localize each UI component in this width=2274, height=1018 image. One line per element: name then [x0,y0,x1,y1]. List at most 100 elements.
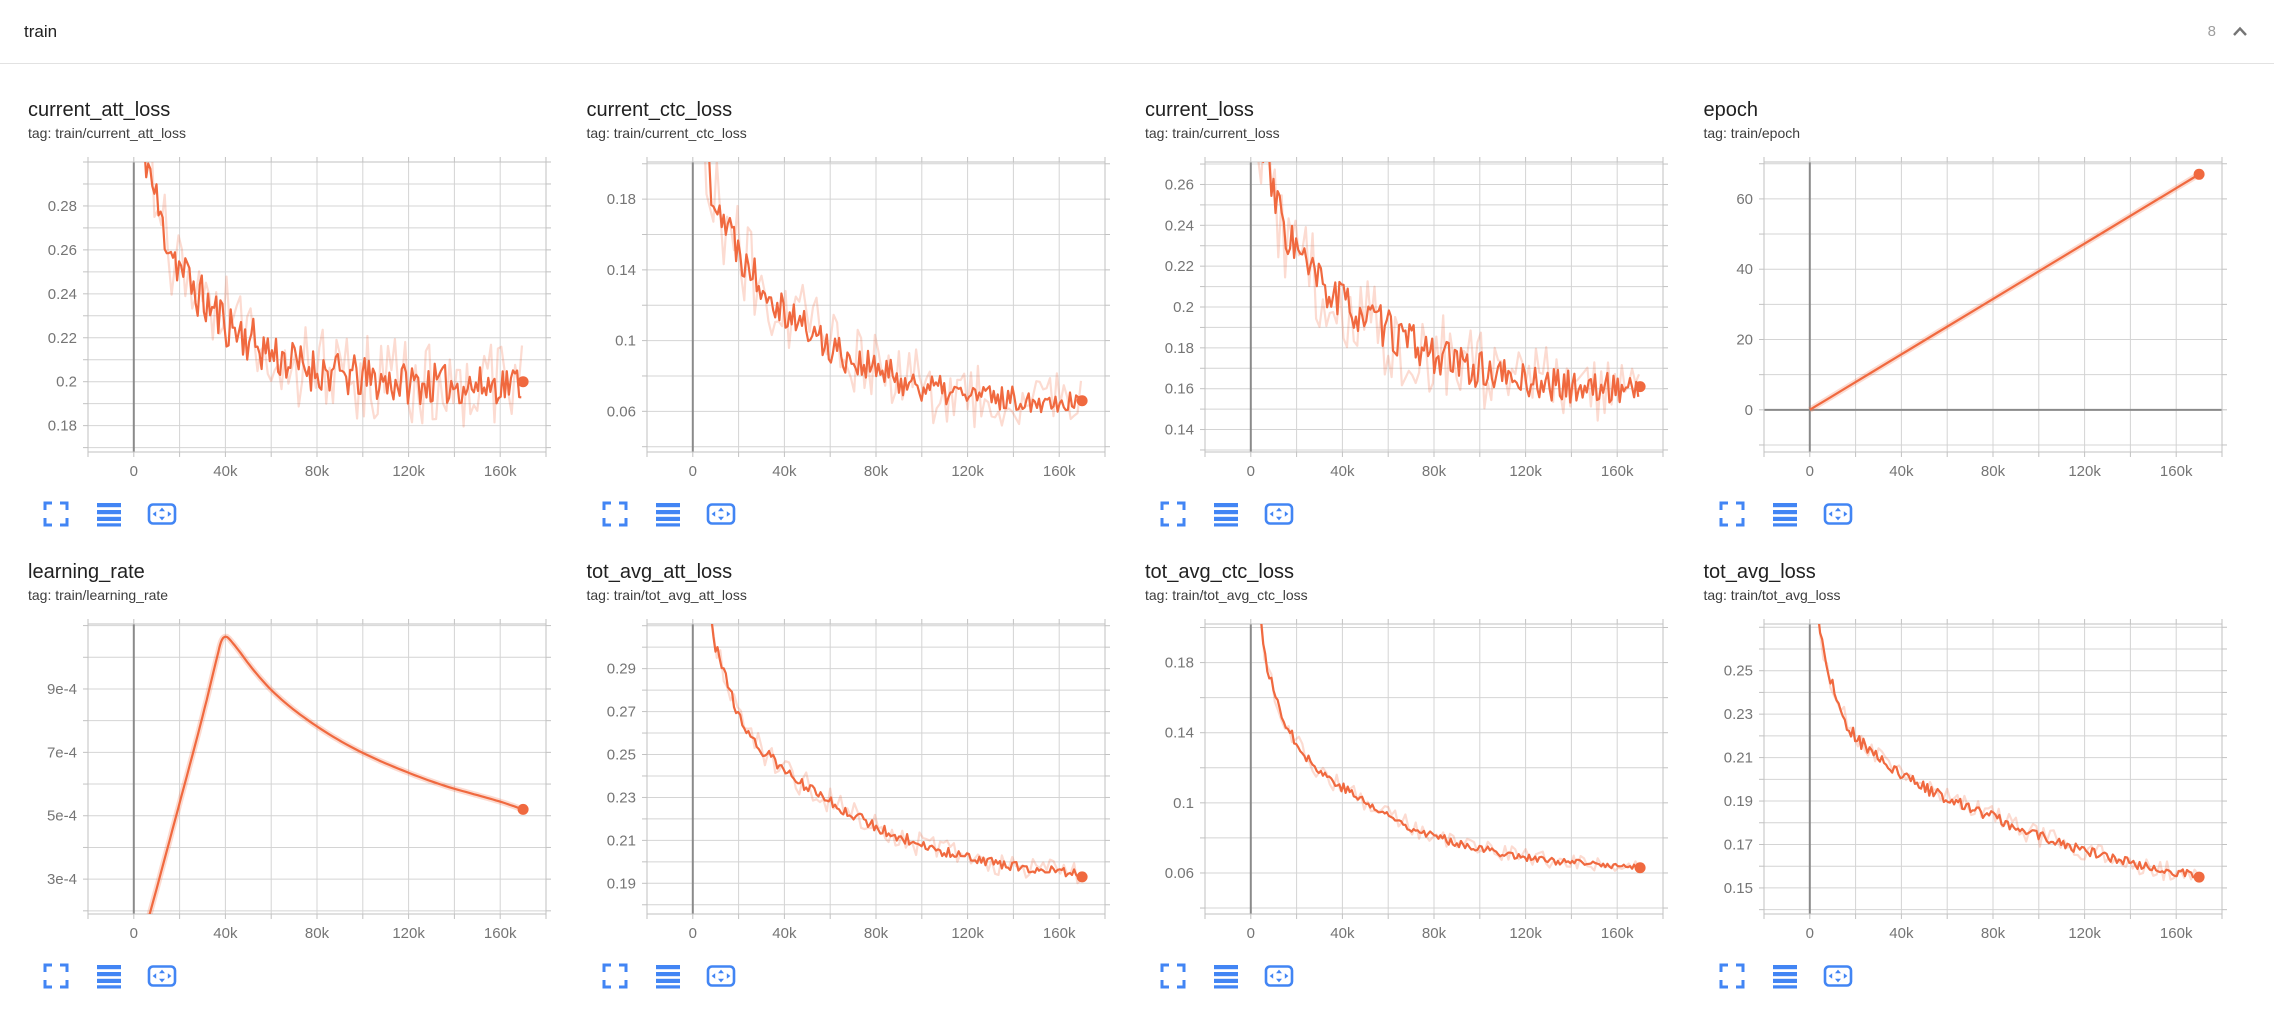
chart-tag: tag: train/current_loss [1145,125,1280,141]
expand-card-button[interactable] [1716,960,1748,992]
card-toolbar [1716,960,2247,992]
log-scale-button[interactable] [652,960,684,992]
svg-text:0.25: 0.25 [606,747,635,764]
log-scale-button[interactable] [1210,960,1242,992]
log-scale-icon [655,965,680,989]
svg-text:80k: 80k [1980,463,2005,480]
svg-text:120k: 120k [392,925,425,942]
svg-text:0: 0 [688,463,696,480]
expand-card-button[interactable] [40,498,72,530]
svg-text:0.25: 0.25 [1723,663,1752,680]
chart-title: current_loss [1145,99,1254,121]
svg-text:80k: 80k [1980,925,2005,942]
chart-card: current_ctc_loss tag: train/current_ctc_… [587,98,1130,530]
fit-domain-icon [147,503,177,525]
svg-text:0.24: 0.24 [48,286,77,303]
log-scale-icon [1214,503,1238,527]
expand-card-button[interactable] [1157,960,1189,992]
svg-text:0.18: 0.18 [1165,655,1194,672]
collapse-section-button[interactable] [2226,18,2254,46]
fullscreen-icon [602,963,627,989]
log-scale-button[interactable] [93,498,125,530]
chart-title: epoch [1703,99,1759,121]
fit-domain-button[interactable] [146,960,178,992]
expand-card-button[interactable] [599,498,631,530]
scalar-chart[interactable]: 0.18 0.14 0.1 0.06 0 40k 80k 120k 160k [587,154,1130,494]
svg-text:0: 0 [1744,402,1752,419]
fullscreen-icon [602,501,627,527]
svg-text:160k: 160k [2159,925,2192,942]
card-toolbar [1157,960,1688,992]
fit-domain-icon [706,503,735,525]
svg-text:120k: 120k [392,463,425,480]
log-scale-button[interactable] [93,960,125,992]
scalar-chart[interactable]: 0.29 0.27 0.25 0.23 0.21 0.19 0 40k 80k 120k 160k [587,616,1130,956]
fit-domain-button[interactable] [705,498,737,530]
svg-text:20: 20 [1736,332,1753,349]
chart-title: current_ctc_loss [586,99,733,121]
fit-domain-button[interactable] [1822,498,1854,530]
svg-text:0.06: 0.06 [606,403,635,420]
svg-text:0.26: 0.26 [48,242,77,259]
svg-text:0.24: 0.24 [1165,217,1194,234]
svg-text:0.17: 0.17 [1723,836,1752,853]
svg-text:0.27: 0.27 [606,704,635,721]
svg-text:0.28: 0.28 [48,198,77,215]
svg-text:40k: 40k [213,925,238,942]
log-scale-icon [97,503,121,527]
expand-card-button[interactable] [1716,498,1748,530]
chart-card: current_loss tag: train/current_loss 0.2… [1145,98,1688,530]
scalar-chart[interactable]: 0.25 0.23 0.21 0.19 0.17 0.15 0 40k 80k 120k 160k [1704,616,2247,956]
fit-domain-button[interactable] [1822,960,1854,992]
svg-text:0.18: 0.18 [606,191,635,208]
expand-card-button[interactable] [40,960,72,992]
svg-text:160k: 160k [1042,925,1075,942]
scalar-chart[interactable]: 0.26 0.24 0.22 0.2 0.18 0.16 0.14 0 40k 80k 120k 16… [1145,154,1688,494]
svg-text:0.23: 0.23 [1723,706,1752,723]
svg-text:160k: 160k [484,925,517,942]
svg-text:40: 40 [1736,261,1753,278]
chart-tag: tag: train/current_ctc_loss [586,125,747,141]
expand-card-button[interactable] [599,960,631,992]
log-scale-button[interactable] [1769,960,1801,992]
svg-text:80k: 80k [863,925,888,942]
chart-tag: tag: train/tot_avg_att_loss [586,587,747,603]
section-title: train [24,21,58,41]
svg-text:3e-4: 3e-4 [47,871,77,888]
fullscreen-icon [1160,963,1186,989]
fit-domain-button[interactable] [1263,498,1295,530]
fullscreen-icon [43,501,69,527]
fit-domain-button[interactable] [1263,960,1295,992]
fit-domain-button[interactable] [146,498,178,530]
log-scale-button[interactable] [1210,498,1242,530]
section-header: train 8 [0,0,2274,64]
fit-domain-button[interactable] [705,960,737,992]
chart-tag: tag: train/learning_rate [28,587,169,603]
svg-text:0: 0 [1247,463,1255,480]
scalar-chart[interactable]: 9e-4 7e-4 5e-4 3e-4 0 40k 80k 120k 160k [28,616,571,956]
svg-text:0.18: 0.18 [1165,340,1194,357]
svg-text:0.14: 0.14 [606,262,635,279]
scalar-chart[interactable]: 0.18 0.14 0.1 0.06 0 40k 80k 120k 160k [1145,616,1688,956]
chart-tag: tag: train/tot_avg_loss [1703,587,1841,603]
svg-text:0: 0 [1247,925,1255,942]
expand-card-button[interactable] [1157,498,1189,530]
scalar-chart[interactable]: 60 40 20 0 0 40k 80k 120k 160k [1704,154,2247,494]
svg-text:120k: 120k [2068,925,2101,942]
svg-text:40k: 40k [772,925,797,942]
chart-title: learning_rate [28,561,145,583]
svg-text:0.29: 0.29 [606,661,635,678]
chart-card: tot_avg_att_loss tag: train/tot_avg_att_… [587,560,1130,992]
log-scale-button[interactable] [1769,498,1801,530]
log-scale-icon [1772,503,1797,527]
svg-text:80k: 80k [1422,925,1447,942]
log-scale-button[interactable] [652,498,684,530]
svg-text:160k: 160k [2159,463,2192,480]
section-header-right: 8 [2208,18,2254,46]
scalar-chart[interactable]: 0.28 0.26 0.24 0.22 0.2 0.18 0 40k 80k 120k 160k [28,154,571,494]
charts-grid: current_att_loss tag: train/current_att_… [0,64,2274,992]
chevron-up-icon [2233,26,2247,36]
svg-text:40k: 40k [772,463,797,480]
svg-text:0.2: 0.2 [1173,299,1194,316]
svg-text:0.14: 0.14 [1165,725,1194,742]
